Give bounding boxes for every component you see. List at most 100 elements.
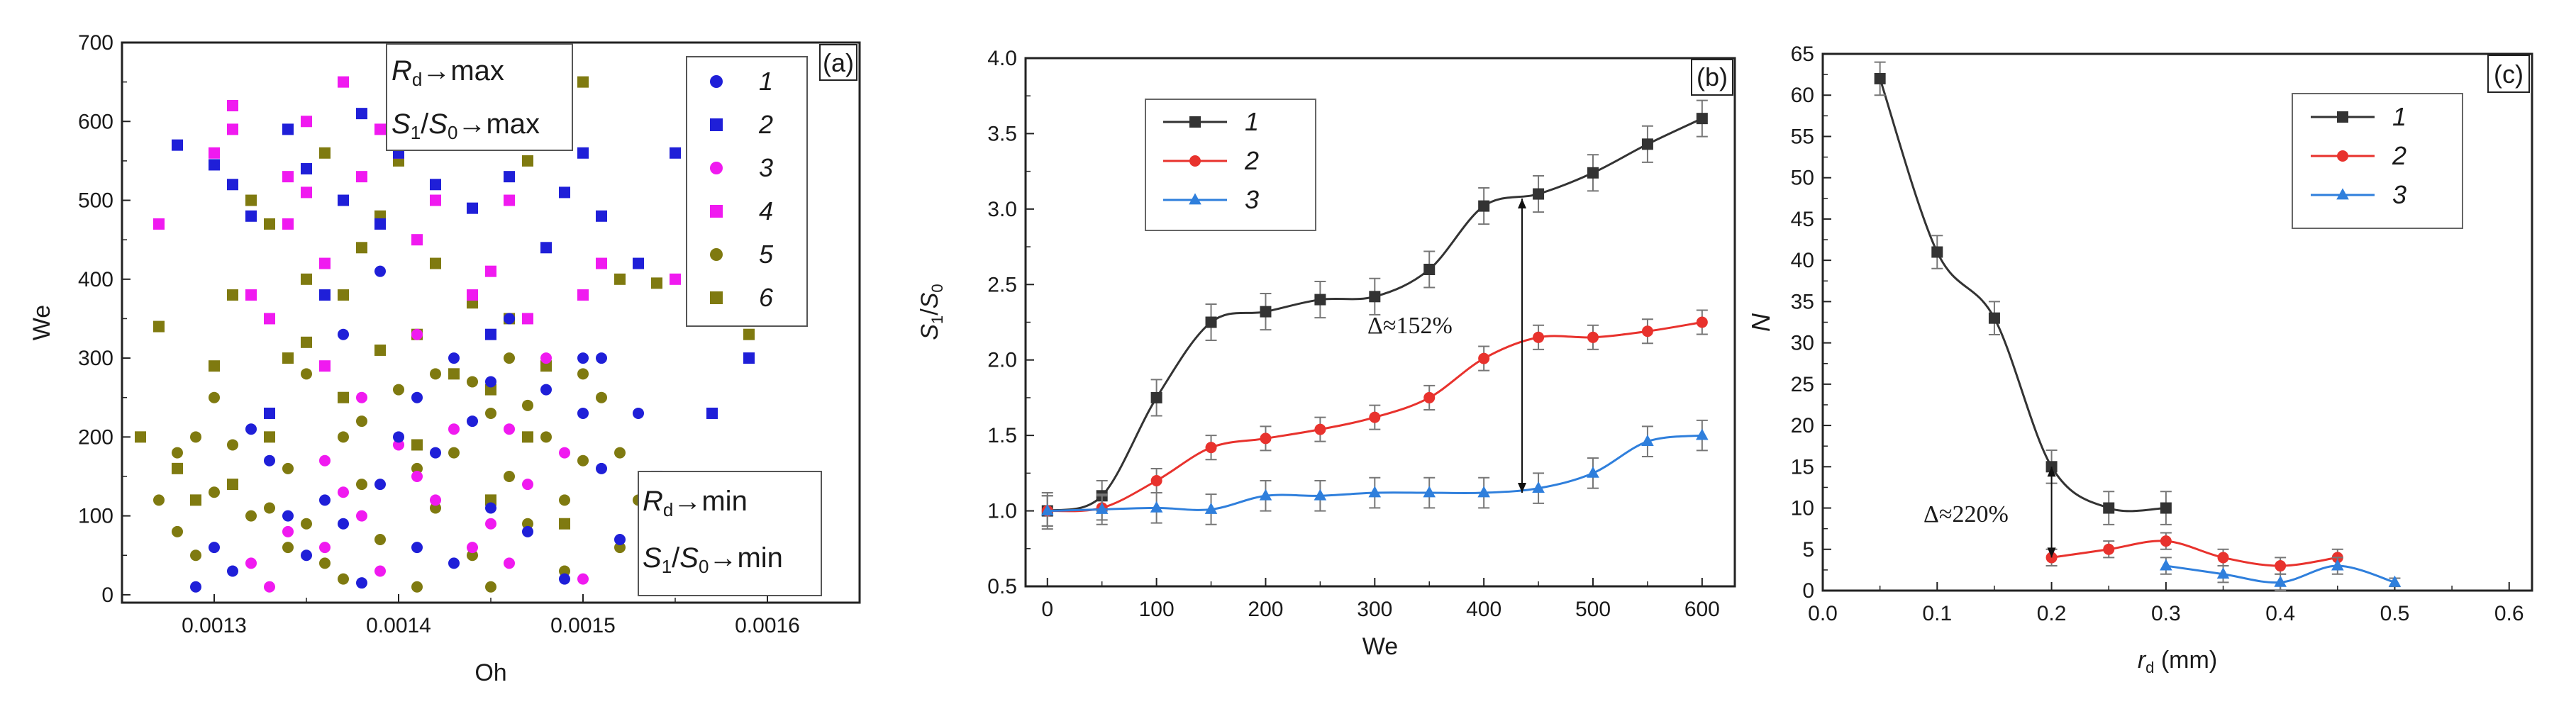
- panel-a-ytick-label: 0: [101, 584, 113, 607]
- annotation-min-rd-var: R: [643, 486, 663, 517]
- panel-b-ytick-label: 3.5: [987, 122, 1017, 145]
- panel-a-xtick-label: 0.0014: [366, 614, 431, 637]
- series-4-point: [411, 234, 423, 246]
- series-5-point: [411, 462, 423, 474]
- series-3-point: [356, 391, 367, 403]
- series-5-point: [448, 447, 460, 459]
- series-2-point: [338, 194, 349, 206]
- series-2-point: [264, 407, 275, 419]
- series-3-point: [393, 439, 404, 451]
- series-5-point: [430, 368, 441, 380]
- annotation-min-s0-sub: 0: [699, 556, 709, 577]
- panel-c-series: [1874, 61, 2402, 591]
- series-5-point: [596, 391, 607, 403]
- panel-a-label: (a): [823, 48, 854, 77]
- panel-c-axes: 0.0 0.1 0.2 0.3 0.4 0.5 0.6 0 5 10 15 20 25 30 35 40 45 5…: [1791, 43, 2524, 625]
- series-2-point: [227, 179, 238, 191]
- series-2-point: [633, 257, 644, 269]
- series-2-point: [374, 218, 386, 230]
- annotation-min-s1-sub: 1: [662, 556, 672, 577]
- series-6-point: [374, 344, 386, 356]
- panel-c-xtick-label: 0.2: [2037, 602, 2067, 625]
- legend-label-2: 2: [1244, 146, 1259, 175]
- panel-c-xtick-label: 0.3: [2151, 602, 2181, 625]
- panel-a-ytick-label: 200: [78, 425, 113, 449]
- series-1-point: [209, 542, 220, 554]
- series-2-point: [209, 159, 220, 171]
- series-1-point: [1641, 138, 1653, 150]
- series-6-point: [135, 431, 146, 443]
- series-1-point: [448, 557, 460, 569]
- series-3-point: [319, 542, 331, 554]
- panel-c-ytick-label: 35: [1791, 290, 1814, 313]
- panel-b-legend: [1145, 99, 1316, 231]
- series-3-point: [504, 557, 515, 569]
- panel-b-delta-annotation: Δ≈152%: [1367, 313, 1453, 339]
- series-5-point: [485, 407, 496, 419]
- series-1-point: [264, 454, 275, 467]
- delta-arrowhead-bottom: [1518, 483, 1526, 493]
- series-4-point: [577, 289, 589, 301]
- panel-c: 0.0 0.1 0.2 0.3 0.4 0.5 0.6 0 5 10 15 20 25 30 35 40 45 5…: [1746, 43, 2533, 676]
- series-1-point: [1205, 316, 1217, 328]
- panel-a-xlabel: Oh: [474, 659, 506, 686]
- annotation-min-rd-sub: d: [663, 499, 673, 520]
- legend-a-marker-5: [710, 248, 723, 261]
- series-3-point: [2216, 567, 2230, 579]
- series-6-point: [227, 479, 238, 491]
- annotation-max-s1-var: S: [392, 108, 411, 140]
- series-1-point: [411, 391, 423, 403]
- series-3-point: [1641, 435, 1654, 447]
- series-1-point: [522, 525, 533, 537]
- panel-a-axes: 0.0013 0.0014 0.0015 0.00160100200300400500…: [78, 31, 800, 637]
- legend-a-marker-3: [710, 162, 723, 174]
- series-3-point: [1477, 486, 1490, 498]
- series-1-point: [1587, 167, 1599, 179]
- panel-a-xtick-label: 0.0013: [182, 614, 247, 637]
- series-2-point: [504, 171, 515, 183]
- annotation-min-rd: Rd→min: [643, 486, 748, 520]
- panel-a-ytick-label: 400: [78, 268, 113, 291]
- panel-a-label-box: [819, 44, 857, 81]
- series-1-point: [356, 577, 367, 589]
- series-3-point: [2160, 559, 2172, 571]
- series-6-point: [338, 391, 349, 403]
- series-5-point: [172, 525, 183, 537]
- series-4-point: [245, 289, 257, 301]
- series-2-point: [706, 407, 718, 419]
- series-1-point: [1988, 312, 2000, 324]
- series-5-point: [467, 376, 478, 388]
- panel-c-xlabel-var: r: [2138, 647, 2147, 674]
- panel-b-label: (b): [1697, 62, 1728, 91]
- series-4-point: [670, 273, 681, 285]
- series-2-point: [2275, 560, 2287, 572]
- series-1-point: [430, 447, 441, 459]
- series-1-point: [1423, 264, 1436, 275]
- series-5-point: [356, 415, 367, 428]
- panel-c-ytick-label: 25: [1791, 373, 1814, 396]
- series-4-point: [153, 218, 165, 230]
- series-3-point: [1532, 481, 1545, 493]
- series-4-point: [301, 186, 312, 199]
- annotation-min-s1-var: S: [643, 542, 662, 574]
- series-3-point: [1040, 503, 1054, 515]
- panel-b-xtick-label: 0: [1041, 598, 1053, 621]
- series-1-point: [577, 407, 589, 419]
- series-2-point: [2217, 552, 2229, 564]
- series-1-point: [227, 565, 238, 577]
- series-4-point: [227, 100, 238, 112]
- panel-c-xtick-label: 0.1: [1922, 602, 1952, 625]
- panel-b-xtick-label: 200: [1248, 598, 1283, 621]
- series-3-point: [356, 510, 367, 522]
- series-1-point: [504, 313, 515, 325]
- series-2-point: [1150, 475, 1162, 486]
- series-5-point: [374, 533, 386, 545]
- panel-c-ytick-label: 30: [1791, 332, 1814, 355]
- panel-a-ytick-label: 600: [78, 110, 113, 133]
- panel-b-ylabel-s0: S: [916, 292, 943, 308]
- panel-c-xtick-label: 0.4: [2265, 602, 2295, 625]
- series-2-point: [1314, 423, 1326, 435]
- series-1-point: [245, 423, 257, 435]
- series-2-point: [743, 352, 755, 364]
- panel-c-ytick-label: 40: [1791, 249, 1814, 272]
